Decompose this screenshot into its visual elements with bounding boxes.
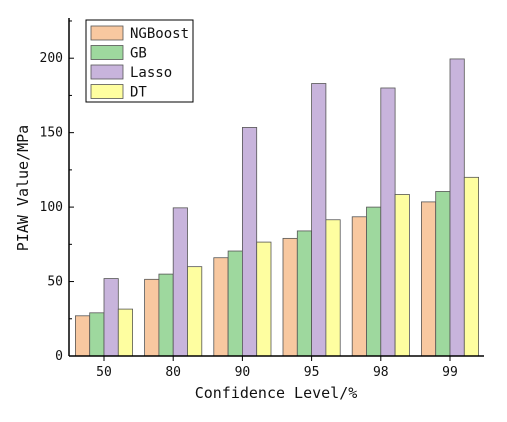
bar-gb-99 — [435, 191, 451, 357]
legend-swatch-dt — [90, 84, 124, 99]
y-tick-label: 100 — [40, 200, 63, 215]
bar-ngboost-80 — [144, 278, 160, 357]
bar-lasso-95 — [311, 83, 327, 357]
legend-label-ngboost: NGBoost — [130, 26, 189, 42]
bar-lasso-50 — [103, 278, 119, 357]
bar-dt-95 — [325, 219, 341, 357]
bar-lasso-80 — [172, 207, 188, 357]
legend-swatch-gb — [90, 45, 124, 60]
x-ticks: 50 80 90 95 98 99 — [96, 356, 458, 380]
legend-swatch-lasso — [90, 64, 124, 80]
bar-gb-95 — [296, 230, 312, 357]
x-tick-label: 90 — [235, 365, 251, 380]
bar-dt-50 — [117, 308, 134, 357]
bar-gb-98 — [366, 206, 382, 357]
bar-lasso-90 — [241, 127, 258, 357]
y-tick-label: 50 — [47, 275, 63, 290]
bar-dt-80 — [187, 266, 203, 357]
x-tick-label: 99 — [442, 365, 458, 380]
legend-swatch-ngboost — [90, 25, 124, 41]
x-tick-label: 95 — [304, 365, 320, 380]
bar-ngboost-95 — [282, 237, 298, 357]
y-axis-title: PIAW Value/MPa — [14, 125, 32, 251]
x-tick-label: 50 — [96, 365, 112, 380]
y-ticks: 0 50 100 150 200 — [40, 20, 74, 364]
y-tick-label: 0 — [55, 349, 63, 364]
x-tick-label: 80 — [165, 365, 181, 380]
bar-gb-80 — [158, 273, 174, 357]
x-axis-title: Confidence Level/% — [195, 384, 358, 402]
y-tick-label: 150 — [40, 126, 63, 141]
legend-label-lasso: Lasso — [130, 65, 172, 81]
bar-gb-50 — [89, 312, 105, 357]
y-tick-label: 200 — [40, 51, 63, 66]
legend-label-gb: GB — [130, 46, 147, 62]
bar-ngboost-99 — [420, 201, 437, 357]
bar-dt-99 — [463, 176, 479, 357]
bars-layer — [75, 58, 479, 357]
bar-ngboost-50 — [75, 315, 91, 357]
bar-gb-90 — [227, 250, 243, 357]
bar-lasso-99 — [449, 58, 465, 357]
bar-dt-90 — [256, 241, 272, 357]
axes-layer — [68, 18, 484, 357]
bar-ngboost-98 — [351, 216, 367, 357]
bar-lasso-98 — [380, 87, 396, 357]
x-tick-label: 98 — [373, 365, 389, 380]
bar-dt-98 — [394, 194, 410, 357]
legend: NGBoost GB Lasso DT — [85, 19, 194, 103]
legend-label-dt: DT — [130, 85, 147, 101]
bar-ngboost-90 — [213, 257, 229, 357]
